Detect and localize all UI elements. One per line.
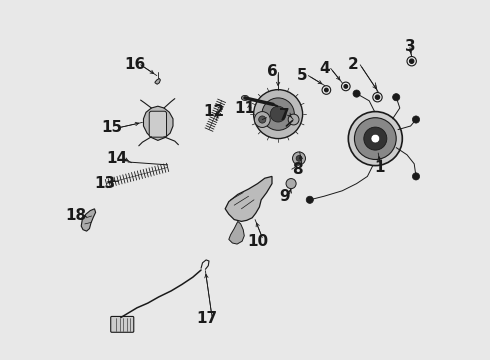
Circle shape (286, 179, 296, 189)
Circle shape (410, 59, 414, 63)
Text: 4: 4 (319, 61, 329, 76)
Polygon shape (229, 221, 245, 244)
FancyBboxPatch shape (111, 316, 134, 332)
Text: 18: 18 (65, 208, 86, 224)
Circle shape (259, 116, 266, 123)
FancyBboxPatch shape (149, 111, 167, 137)
Polygon shape (81, 209, 96, 231)
Circle shape (413, 116, 419, 123)
Circle shape (371, 134, 380, 143)
Circle shape (296, 156, 302, 161)
Circle shape (344, 85, 347, 88)
Circle shape (262, 98, 294, 130)
Text: 9: 9 (279, 189, 290, 204)
Text: 12: 12 (204, 104, 225, 119)
Circle shape (354, 118, 396, 159)
Polygon shape (155, 78, 160, 84)
Circle shape (324, 88, 328, 92)
Text: 16: 16 (124, 57, 146, 72)
Text: 14: 14 (107, 151, 128, 166)
Text: 2: 2 (347, 57, 358, 72)
Circle shape (306, 196, 314, 203)
Circle shape (270, 106, 286, 122)
Text: 1: 1 (375, 160, 385, 175)
Circle shape (288, 114, 299, 125)
Text: 3: 3 (405, 39, 416, 54)
Circle shape (348, 112, 402, 166)
Circle shape (375, 95, 380, 99)
Circle shape (254, 112, 270, 127)
Polygon shape (144, 106, 173, 140)
Text: 15: 15 (101, 120, 122, 135)
Text: 17: 17 (196, 311, 218, 326)
Text: 13: 13 (94, 176, 115, 191)
Circle shape (413, 173, 419, 180)
Circle shape (364, 127, 387, 150)
Text: 7: 7 (279, 108, 290, 123)
Ellipse shape (242, 95, 248, 100)
Text: 11: 11 (235, 100, 255, 116)
Circle shape (353, 90, 360, 97)
Polygon shape (225, 176, 272, 221)
Circle shape (293, 152, 305, 165)
Text: 10: 10 (247, 234, 268, 249)
Circle shape (392, 94, 400, 101)
Circle shape (254, 90, 303, 139)
Text: 5: 5 (297, 68, 308, 83)
Text: 8: 8 (292, 162, 302, 177)
Text: 6: 6 (267, 64, 277, 80)
